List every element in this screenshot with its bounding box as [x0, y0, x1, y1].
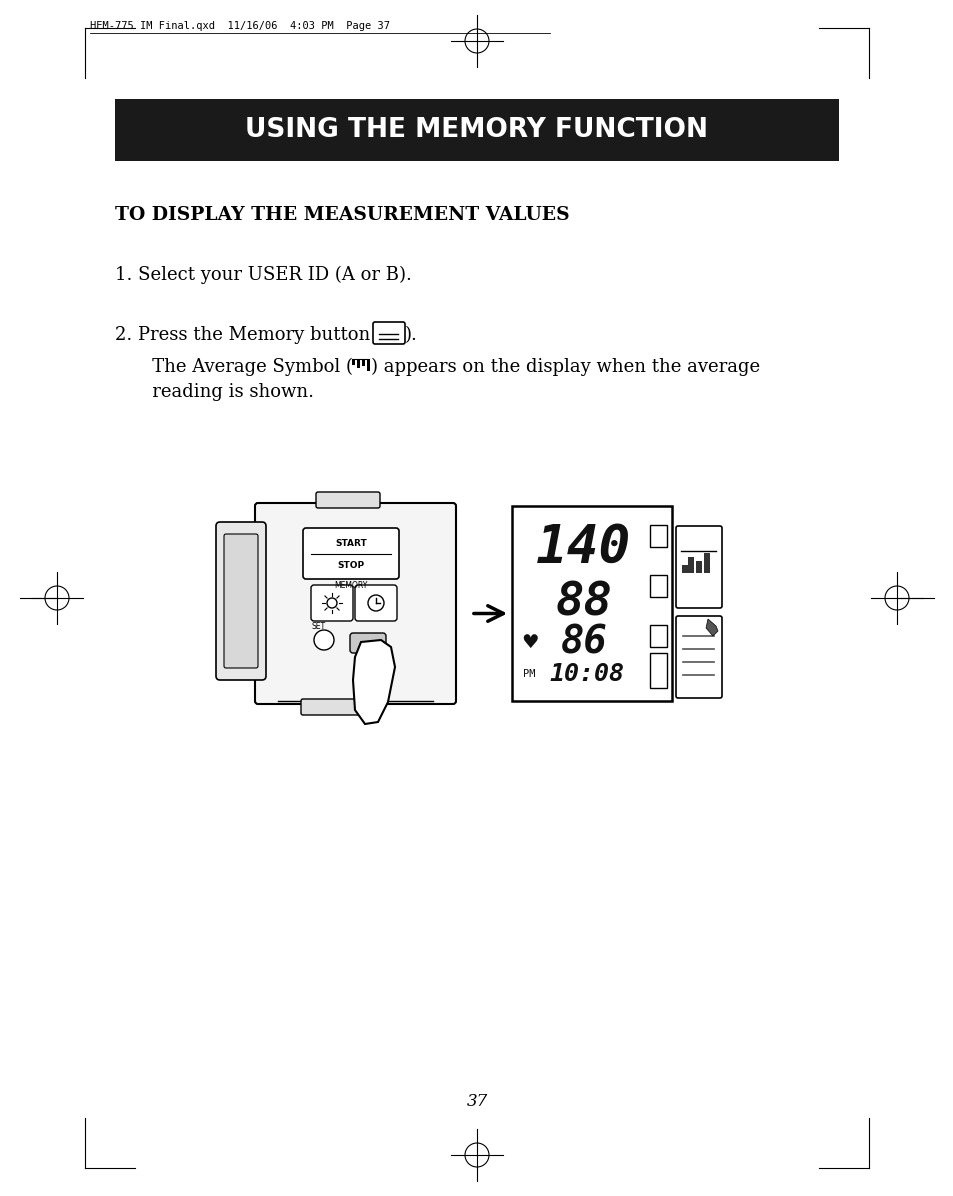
- Bar: [361, 360, 365, 366]
- FancyBboxPatch shape: [676, 616, 721, 698]
- FancyBboxPatch shape: [355, 585, 396, 621]
- Text: MEMORY: MEMORY: [334, 581, 367, 590]
- Bar: [687, 557, 693, 573]
- Text: The Average Symbol (: The Average Symbol (: [135, 358, 353, 377]
- Bar: [703, 553, 709, 573]
- FancyBboxPatch shape: [676, 526, 721, 608]
- FancyBboxPatch shape: [303, 527, 398, 579]
- Text: SET: SET: [312, 622, 326, 631]
- Text: 37: 37: [466, 1092, 487, 1110]
- FancyBboxPatch shape: [373, 322, 405, 344]
- Text: 88: 88: [555, 580, 612, 626]
- Text: 86: 86: [560, 623, 607, 661]
- Text: TO DISPLAY THE MEASUREMENT VALUES: TO DISPLAY THE MEASUREMENT VALUES: [115, 206, 569, 224]
- Text: PM: PM: [522, 669, 535, 679]
- Bar: [352, 360, 355, 365]
- Text: START: START: [335, 538, 367, 548]
- FancyBboxPatch shape: [315, 492, 379, 508]
- FancyBboxPatch shape: [224, 533, 257, 669]
- FancyBboxPatch shape: [649, 626, 666, 647]
- FancyBboxPatch shape: [649, 653, 666, 688]
- Text: HEM-775 IM Final.qxd  11/16/06  4:03 PM  Page 37: HEM-775 IM Final.qxd 11/16/06 4:03 PM Pa…: [90, 22, 390, 31]
- FancyBboxPatch shape: [649, 575, 666, 597]
- Text: 2. Press the Memory button (: 2. Press the Memory button (: [115, 327, 382, 344]
- Text: STOP: STOP: [337, 561, 364, 569]
- FancyBboxPatch shape: [301, 698, 365, 715]
- Text: reading is shown.: reading is shown.: [135, 383, 314, 401]
- Text: ) appears on the display when the average: ) appears on the display when the averag…: [371, 358, 760, 377]
- Polygon shape: [353, 640, 395, 724]
- FancyBboxPatch shape: [115, 99, 838, 161]
- Text: 140: 140: [536, 521, 631, 574]
- Polygon shape: [705, 620, 718, 636]
- Text: ).: ).: [405, 327, 417, 344]
- Bar: [367, 360, 370, 371]
- Text: 1. Select your USER ID (A or B).: 1. Select your USER ID (A or B).: [115, 266, 412, 285]
- FancyBboxPatch shape: [649, 525, 666, 547]
- FancyBboxPatch shape: [254, 504, 456, 704]
- Text: USING THE MEMORY FUNCTION: USING THE MEMORY FUNCTION: [245, 117, 708, 144]
- Bar: [356, 360, 359, 368]
- FancyBboxPatch shape: [215, 521, 266, 681]
- Text: 10:08: 10:08: [549, 663, 624, 687]
- Text: ♥: ♥: [520, 633, 538, 652]
- Circle shape: [314, 630, 334, 649]
- FancyBboxPatch shape: [350, 633, 386, 653]
- FancyBboxPatch shape: [311, 585, 353, 621]
- FancyBboxPatch shape: [512, 506, 671, 701]
- Bar: [696, 561, 701, 573]
- Bar: [681, 565, 687, 573]
